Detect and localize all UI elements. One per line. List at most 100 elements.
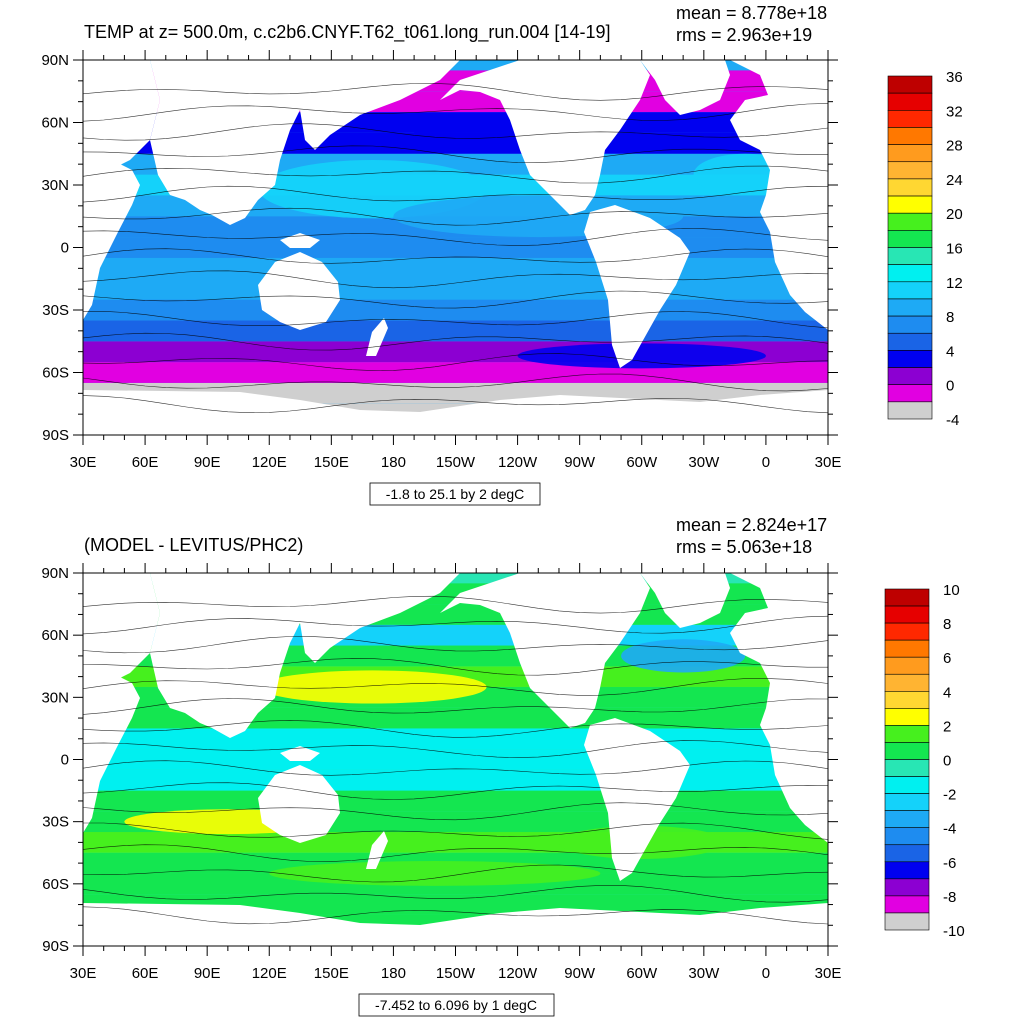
x-tick-label: 180 [381,965,406,982]
colorbar-box [884,810,930,829]
zonal-band [83,278,828,300]
panel2-rms: rms = 5.063e+18 [676,537,812,557]
contour-line [83,311,828,329]
colorbar-box [884,673,930,692]
colorbar-box [887,247,933,265]
zonal-band [83,707,828,729]
colorbar-box [887,127,933,145]
colorbar-label: 10 [943,582,960,599]
contour-line [83,373,828,392]
x-tick-label: 60E [132,965,159,982]
colorbar-label: -8 [943,889,956,906]
colorbar-label: -4 [946,412,959,429]
difference-panel: (MODEL - LEVITUS/PHC2) mean = 2.824e+17 … [41,515,965,1017]
north-america-shape [440,573,650,728]
colorbar-box [884,708,930,726]
colorbar-box [887,195,933,214]
colorbar-box [884,656,930,675]
field-feature [621,639,746,673]
colorbar-box [884,844,930,863]
contour-line [83,228,828,246]
colorbar-label: -2 [943,787,956,804]
contour-line [83,615,828,635]
arabia-shape [83,60,160,170]
y-tick-label: 30S [42,302,69,319]
colorbar-box [884,912,930,931]
zonal-band [83,728,828,750]
contour-line [83,145,828,164]
new-guinea-shape [280,746,320,761]
colorbar-label: 4 [946,343,954,360]
panel1-axes: 30E 60E 90E 120E 150E 180 150W 120W 90W 60W 30W 0 30… [41,50,841,471]
x-tick-label: 90W [564,965,596,982]
contour-line [83,782,828,800]
contour-line [83,595,828,614]
colorbar-label: 4 [943,684,951,701]
panel1-rms: rms = 2.963e+19 [676,25,812,45]
contour-line [83,698,828,715]
colorbar-box [884,861,930,880]
panel2-info-box [358,993,555,1017]
contour-line [83,290,828,309]
antarctica-shape [83,390,828,435]
contour-line [83,636,828,654]
y-tick-label: 60S [42,876,69,893]
panel2-map [83,573,828,946]
x-tick-label: 120E [252,965,287,982]
y-tick-label: 0 [61,752,69,769]
colorbar-label: -10 [943,923,965,940]
kamchatka-shape [300,573,460,663]
panel2-contour-info: -7.452 to 6.096 by 1 degC [375,997,537,1013]
colorbar-box [884,759,930,777]
contour-line [83,248,828,264]
panel1-continents [83,60,828,435]
y-tick-label: 90S [42,938,69,955]
colorbar-box [887,332,933,351]
x-tick-label: 150W [436,454,476,471]
x-tick-label: 30W [688,454,720,471]
contour-line [83,83,828,101]
x-tick-label: 120W [498,454,538,471]
contour-line [83,395,828,414]
contour-line [83,802,828,821]
colorbar-label: 8 [946,309,954,326]
antarctica-shape [83,903,828,946]
colorbar-box [884,878,930,897]
colorbar-label: 20 [946,206,963,223]
y-tick-label: 0 [61,240,69,257]
x-tick-label: 0 [762,965,770,982]
x-tick-label: 90W [564,454,596,471]
asia-shape [150,573,330,738]
africa-shape [83,573,140,833]
colorbar-box [887,178,933,197]
colorbar-box [887,92,933,111]
australia-shape [258,765,340,843]
panel1-contours [83,83,828,414]
x-tick-label: 180 [381,454,406,471]
x-tick-label: 150E [314,965,349,982]
contour-line [83,332,828,351]
x-tick-label: 60E [132,454,159,471]
zonal-band [83,320,828,342]
y-tick-label: 30N [41,177,69,194]
contour-line [83,720,828,738]
y-tick-label: 90S [42,427,69,444]
y-tick-label: 60N [41,115,69,132]
colorbar-box [884,639,930,658]
x-tick-label: 30W [688,965,720,982]
colorbar-box [887,367,933,385]
panel2-title: (MODEL - LEVITUS/PHC2) [84,535,303,555]
temperature-panel: TEMP at z= 500.0m, c.c2b6.CNYF.T62_t061.… [41,3,963,506]
contour-line [83,906,828,925]
colorbar-label: 0 [943,753,951,770]
x-tick-label: 120E [252,454,287,471]
colorbar-box [887,384,933,403]
colorbar-label: 32 [946,103,963,120]
colorbar-box [887,281,933,300]
contour-line [83,822,828,840]
north-america-shape [440,60,650,215]
contour-line [83,864,828,883]
colorbar-box [884,622,930,641]
colorbar-label: 12 [946,275,963,292]
panel1-contour-info: -1.8 to 25.1 by 2 degC [386,486,525,502]
